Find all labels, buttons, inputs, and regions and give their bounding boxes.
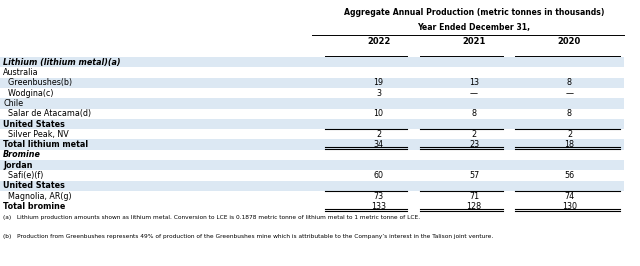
Text: 57: 57 — [469, 171, 479, 180]
Text: Year Ended December 31,: Year Ended December 31, — [417, 23, 531, 32]
Text: 2: 2 — [472, 130, 477, 139]
Text: Salar de Atacama(d): Salar de Atacama(d) — [3, 109, 92, 118]
Text: 8: 8 — [567, 109, 572, 118]
FancyBboxPatch shape — [0, 88, 623, 98]
Text: 34: 34 — [374, 140, 383, 149]
Text: 2: 2 — [567, 130, 572, 139]
Text: Chile: Chile — [3, 99, 23, 108]
Text: 3: 3 — [376, 89, 381, 98]
Text: United States: United States — [3, 181, 65, 190]
Text: Total lithium metal: Total lithium metal — [3, 140, 88, 149]
Text: Total bromine: Total bromine — [3, 202, 65, 211]
FancyBboxPatch shape — [0, 201, 623, 211]
FancyBboxPatch shape — [0, 139, 623, 150]
Text: Bromine: Bromine — [3, 150, 41, 159]
Text: Safi(e)(f): Safi(e)(f) — [3, 171, 44, 180]
Text: 18: 18 — [564, 140, 575, 149]
FancyBboxPatch shape — [0, 98, 623, 109]
FancyBboxPatch shape — [0, 109, 623, 119]
Text: Aggregate Annual Production (metric tonnes in thousands): Aggregate Annual Production (metric tonn… — [344, 8, 604, 17]
Text: Wodgina(c): Wodgina(c) — [3, 89, 54, 98]
Text: 60: 60 — [374, 171, 383, 180]
Text: 2020: 2020 — [558, 37, 581, 46]
Text: 2022: 2022 — [367, 37, 390, 46]
Text: 73: 73 — [374, 192, 383, 201]
FancyBboxPatch shape — [0, 170, 623, 181]
Text: Greenbushes(b): Greenbushes(b) — [3, 78, 72, 88]
Text: 8: 8 — [472, 109, 477, 118]
Text: United States: United States — [3, 119, 65, 128]
Text: Lithium (lithium metal)(a): Lithium (lithium metal)(a) — [3, 58, 121, 67]
FancyBboxPatch shape — [0, 160, 623, 170]
FancyBboxPatch shape — [0, 150, 623, 160]
Text: 10: 10 — [374, 109, 383, 118]
Text: 128: 128 — [467, 202, 482, 211]
FancyBboxPatch shape — [0, 191, 623, 201]
Text: Jordan: Jordan — [3, 161, 33, 170]
FancyBboxPatch shape — [0, 57, 623, 68]
Text: 2021: 2021 — [462, 37, 486, 46]
Text: (b)   Production from Greenbushes represents 49% of production of the Greenbushe: (b) Production from Greenbushes represen… — [3, 234, 493, 239]
Text: 13: 13 — [469, 78, 479, 88]
FancyBboxPatch shape — [0, 78, 623, 88]
Text: —: — — [470, 89, 478, 98]
Text: 56: 56 — [564, 171, 575, 180]
Text: (a)   Lithium production amounts shown as lithium metal. Conversion to LCE is 0.: (a) Lithium production amounts shown as … — [3, 215, 420, 221]
Text: 23: 23 — [469, 140, 479, 149]
Text: 8: 8 — [567, 78, 572, 88]
FancyBboxPatch shape — [0, 181, 623, 191]
Text: —: — — [566, 89, 573, 98]
Text: 19: 19 — [374, 78, 383, 88]
Text: 74: 74 — [564, 192, 575, 201]
FancyBboxPatch shape — [0, 68, 623, 78]
FancyBboxPatch shape — [0, 129, 623, 139]
Text: Magnolia, AR(g): Magnolia, AR(g) — [3, 192, 72, 201]
Text: 71: 71 — [469, 192, 479, 201]
Text: Silver Peak, NV: Silver Peak, NV — [3, 130, 69, 139]
Text: 130: 130 — [562, 202, 577, 211]
Text: 2: 2 — [376, 130, 381, 139]
FancyBboxPatch shape — [0, 119, 623, 129]
Text: Australia: Australia — [3, 68, 39, 77]
Text: 133: 133 — [371, 202, 386, 211]
